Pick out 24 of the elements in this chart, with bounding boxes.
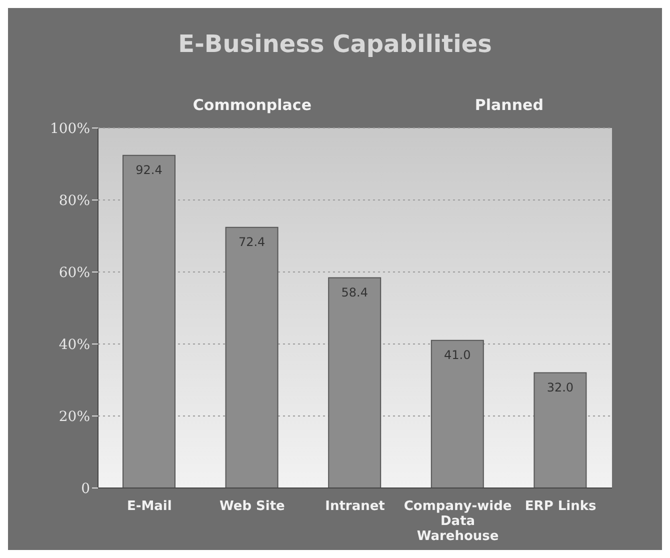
y-tick-label: 20% [58,408,90,425]
y-tick-label: 80% [58,192,90,209]
data-label: 58.4 [341,285,368,300]
bar [430,340,484,488]
bar [225,226,278,488]
x-tick-label: Intranet [325,499,385,514]
x-tick-label: Web Site [220,499,286,514]
bar [328,277,382,488]
text: Commonplace [192,96,312,114]
x-tick-label: ERP Links [524,499,597,514]
text: Planned [474,96,544,114]
chart-title: E-Business Capabilities [177,30,493,58]
y-tick-label: 0 [81,480,90,497]
bar [534,372,587,488]
y-tick-label: 100% [50,120,90,137]
y-tick-label: 60% [58,264,90,281]
data-label: 92.4 [136,162,162,177]
x-tick-label: E-Mail [126,499,172,514]
x-tick-label: Company-wide Data Warehouse [404,499,512,544]
y-tick-label: 40% [58,336,90,353]
data-label: 41.0 [444,348,471,362]
data-label: 32.0 [546,380,574,394]
bar [122,154,176,488]
data-label: 72.4 [238,234,266,249]
